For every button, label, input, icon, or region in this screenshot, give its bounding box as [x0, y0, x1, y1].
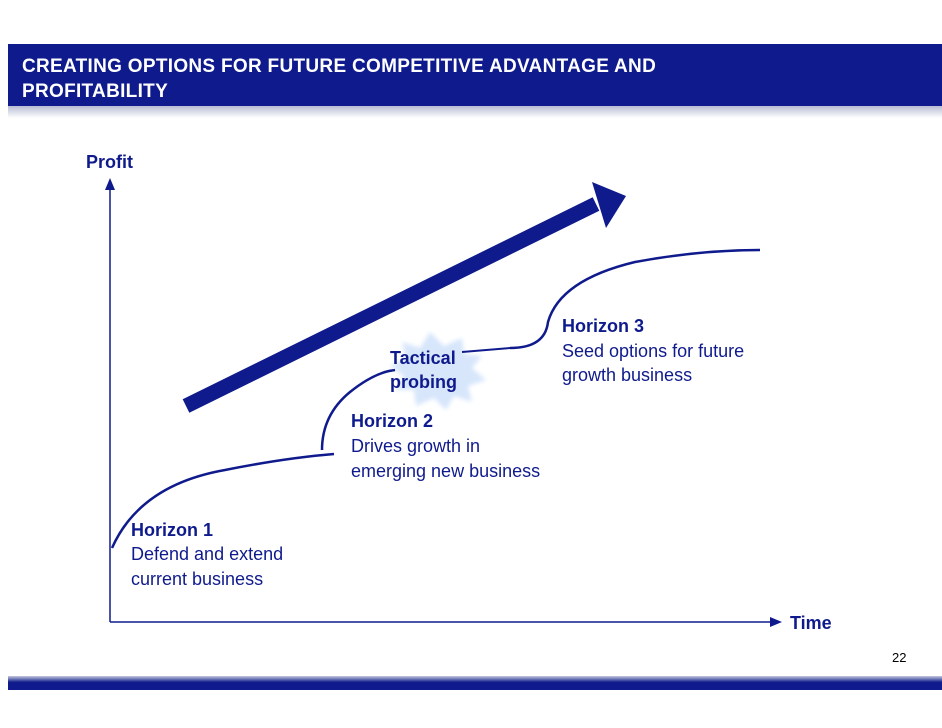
page-number: 22	[892, 650, 907, 665]
growth-arrow	[182, 182, 626, 413]
horizon-2-line2: emerging new business	[351, 461, 541, 481]
burst-label-line1: Tactical	[390, 348, 456, 368]
slide-title-line2: PROFITABILITY	[22, 81, 169, 102]
title-shadow	[8, 106, 942, 118]
horizon3-curve	[509, 248, 761, 350]
burst-label-line2: probing	[390, 372, 457, 392]
horizon2-curve	[320, 368, 396, 451]
slide-title: CREATING OPTIONS FOR FUTURE COMPETITIVE …	[22, 54, 922, 104]
footer-bar	[8, 676, 942, 690]
x-axis-label: Time	[790, 613, 832, 633]
x-axis-arrowhead	[770, 617, 782, 627]
horizon-2-line1: Drives growth in	[351, 436, 481, 456]
horizon-1-line2: current business	[131, 569, 264, 589]
burst-connector-left	[383, 369, 396, 373]
horizon-3-line1: Seed options for future	[562, 341, 745, 361]
horizon-2-title: Horizon 2	[351, 411, 434, 431]
slide-title-line1: CREATING OPTIONS FOR FUTURE COMPETITIVE …	[22, 56, 657, 77]
title-bar: CREATING OPTIONS FOR FUTURE COMPETITIVE …	[8, 44, 942, 106]
y-axis-label: Profit	[86, 152, 133, 172]
horizon1-curve	[110, 452, 335, 549]
burst-connector-right	[461, 347, 511, 353]
y-axis-arrowhead	[105, 178, 115, 190]
horizon-3-line2: growth business	[562, 365, 693, 385]
horizon-1-title: Horizon 1	[131, 520, 214, 540]
horizon-1-line1: Defend and extend	[131, 544, 284, 564]
horizon-3-title: Horizon 3	[562, 316, 645, 336]
